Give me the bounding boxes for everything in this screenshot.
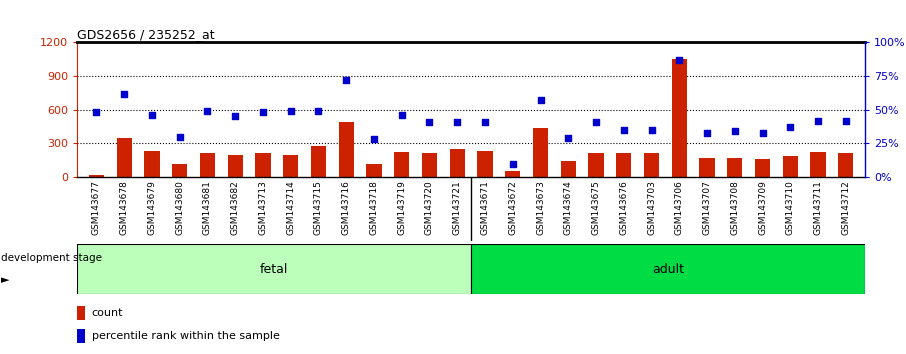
Bar: [838, 153, 853, 177]
Bar: [77, 306, 85, 320]
Bar: [783, 156, 798, 177]
Point: [339, 77, 353, 83]
Bar: [449, 149, 465, 177]
Point: [422, 119, 437, 125]
Bar: [616, 153, 631, 177]
Point: [89, 110, 103, 115]
Point: [506, 161, 520, 166]
Bar: [471, 244, 865, 294]
Bar: [728, 158, 742, 177]
Bar: [671, 59, 687, 177]
Text: GSM143721: GSM143721: [453, 180, 462, 235]
Bar: [227, 155, 243, 177]
Point: [394, 112, 409, 118]
Bar: [755, 159, 770, 177]
Text: ►: ►: [1, 275, 9, 285]
Text: GSM143679: GSM143679: [148, 180, 157, 235]
Bar: [588, 153, 603, 177]
Point: [450, 119, 465, 125]
Text: GSM143714: GSM143714: [286, 180, 295, 235]
Point: [117, 91, 131, 96]
Bar: [810, 152, 825, 177]
Bar: [255, 153, 271, 177]
Bar: [200, 154, 215, 177]
Text: GSM143718: GSM143718: [370, 180, 379, 235]
Bar: [89, 175, 104, 177]
Point: [756, 130, 770, 136]
Point: [672, 57, 687, 63]
Point: [200, 108, 215, 114]
Text: percentile rank within the sample: percentile rank within the sample: [92, 331, 279, 341]
Text: GSM143678: GSM143678: [120, 180, 129, 235]
Point: [783, 124, 797, 130]
Text: GSM143711: GSM143711: [814, 180, 823, 235]
Bar: [366, 164, 381, 177]
Text: GSM143671: GSM143671: [480, 180, 489, 235]
Text: GSM143703: GSM143703: [647, 180, 656, 235]
Point: [616, 127, 631, 133]
Point: [477, 119, 492, 125]
Point: [228, 114, 243, 119]
Point: [255, 110, 270, 115]
Point: [534, 97, 548, 103]
Text: GSM143707: GSM143707: [702, 180, 711, 235]
Point: [561, 135, 575, 141]
Bar: [339, 122, 354, 177]
Text: fetal: fetal: [260, 263, 288, 275]
Text: GSM143677: GSM143677: [92, 180, 101, 235]
Bar: [117, 138, 132, 177]
Point: [284, 108, 298, 114]
Bar: [283, 155, 298, 177]
Text: GSM143709: GSM143709: [758, 180, 767, 235]
Bar: [311, 146, 326, 177]
Text: count: count: [92, 308, 123, 318]
Text: adult: adult: [652, 263, 684, 275]
Point: [589, 119, 603, 125]
Bar: [394, 152, 410, 177]
Text: GSM143715: GSM143715: [314, 180, 323, 235]
Text: GSM143673: GSM143673: [536, 180, 545, 235]
Text: GDS2656 / 235252_at: GDS2656 / 235252_at: [77, 28, 215, 41]
Bar: [77, 244, 471, 294]
Bar: [561, 161, 576, 177]
Bar: [172, 164, 188, 177]
Bar: [144, 151, 159, 177]
Text: GSM143681: GSM143681: [203, 180, 212, 235]
Bar: [422, 153, 437, 177]
Bar: [699, 158, 715, 177]
Bar: [477, 151, 493, 177]
Text: development stage: development stage: [1, 253, 101, 263]
Point: [811, 118, 825, 123]
Point: [145, 112, 159, 118]
Text: GSM143706: GSM143706: [675, 180, 684, 235]
Text: GSM143713: GSM143713: [258, 180, 267, 235]
Text: GSM143675: GSM143675: [592, 180, 601, 235]
Text: GSM143719: GSM143719: [397, 180, 406, 235]
Bar: [533, 128, 548, 177]
Text: GSM143710: GSM143710: [786, 180, 795, 235]
Bar: [644, 153, 660, 177]
Text: GSM143720: GSM143720: [425, 180, 434, 235]
Point: [172, 134, 187, 139]
Point: [699, 130, 714, 136]
Point: [728, 129, 742, 134]
Text: GSM143672: GSM143672: [508, 180, 517, 235]
Text: GSM143708: GSM143708: [730, 180, 739, 235]
Text: GSM143682: GSM143682: [231, 180, 240, 235]
Bar: [506, 171, 520, 177]
Point: [312, 108, 326, 114]
Point: [367, 137, 381, 142]
Text: GSM143674: GSM143674: [564, 180, 573, 235]
Text: GSM143676: GSM143676: [620, 180, 628, 235]
Bar: [77, 329, 85, 343]
Point: [644, 127, 659, 133]
Text: GSM143680: GSM143680: [175, 180, 184, 235]
Text: GSM143712: GSM143712: [842, 180, 851, 235]
Text: GSM143716: GSM143716: [342, 180, 351, 235]
Point: [839, 118, 853, 123]
